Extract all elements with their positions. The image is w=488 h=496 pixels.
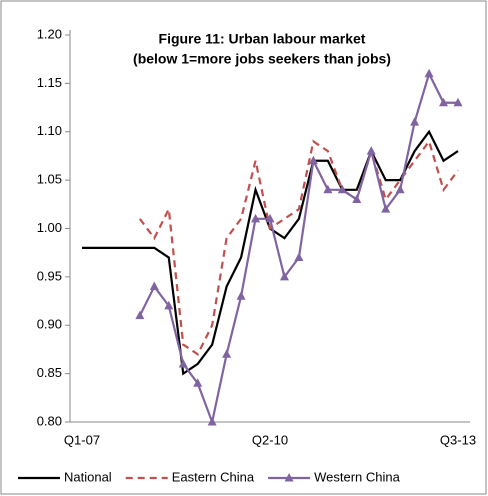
point-marker	[236, 291, 246, 300]
point-marker	[135, 310, 145, 320]
y-tick-label: 0.80	[37, 413, 62, 428]
point-marker	[352, 194, 362, 203]
legend-label: National	[64, 469, 112, 484]
chart-subtitle: (below 1=more jobs seekers than jobs)	[133, 51, 391, 67]
legend-label: Eastern China	[172, 469, 255, 484]
legend-label: Western China	[314, 469, 401, 484]
point-marker	[453, 97, 463, 107]
point-marker	[178, 358, 188, 368]
point-marker	[381, 204, 391, 213]
y-tick-label: 1.20	[37, 26, 62, 41]
point-marker	[424, 68, 434, 78]
point-marker	[337, 184, 347, 194]
point-marker	[366, 146, 376, 155]
point-marker	[251, 213, 261, 223]
point-marker	[395, 184, 405, 194]
point-marker	[439, 97, 449, 107]
point-marker	[323, 184, 333, 194]
y-tick-label: 1.05	[37, 172, 62, 187]
series-line	[138, 139, 459, 356]
x-tick-label: Q2-10	[252, 432, 288, 447]
y-tick-label: 0.85	[37, 365, 62, 380]
y-tick-label: 0.95	[37, 268, 62, 283]
x-tick-label: Q3-13	[440, 432, 476, 447]
y-tick-label: 1.00	[37, 220, 62, 235]
point-marker	[410, 117, 420, 126]
chart-title: Figure 11: Urban labour market	[159, 31, 366, 47]
point-marker	[308, 155, 318, 165]
point-marker	[164, 300, 174, 310]
x-tick-label: Q1-07	[64, 432, 100, 447]
y-tick-label: 1.10	[37, 123, 62, 138]
point-marker	[149, 281, 159, 291]
point-marker	[265, 213, 275, 223]
legend-marker	[284, 473, 294, 482]
point-marker	[207, 417, 217, 426]
y-tick-label: 1.15	[37, 75, 62, 90]
y-tick-label: 0.90	[37, 317, 62, 332]
point-marker	[193, 378, 203, 387]
point-marker	[294, 252, 304, 262]
point-marker	[279, 271, 289, 281]
point-marker	[222, 349, 232, 358]
